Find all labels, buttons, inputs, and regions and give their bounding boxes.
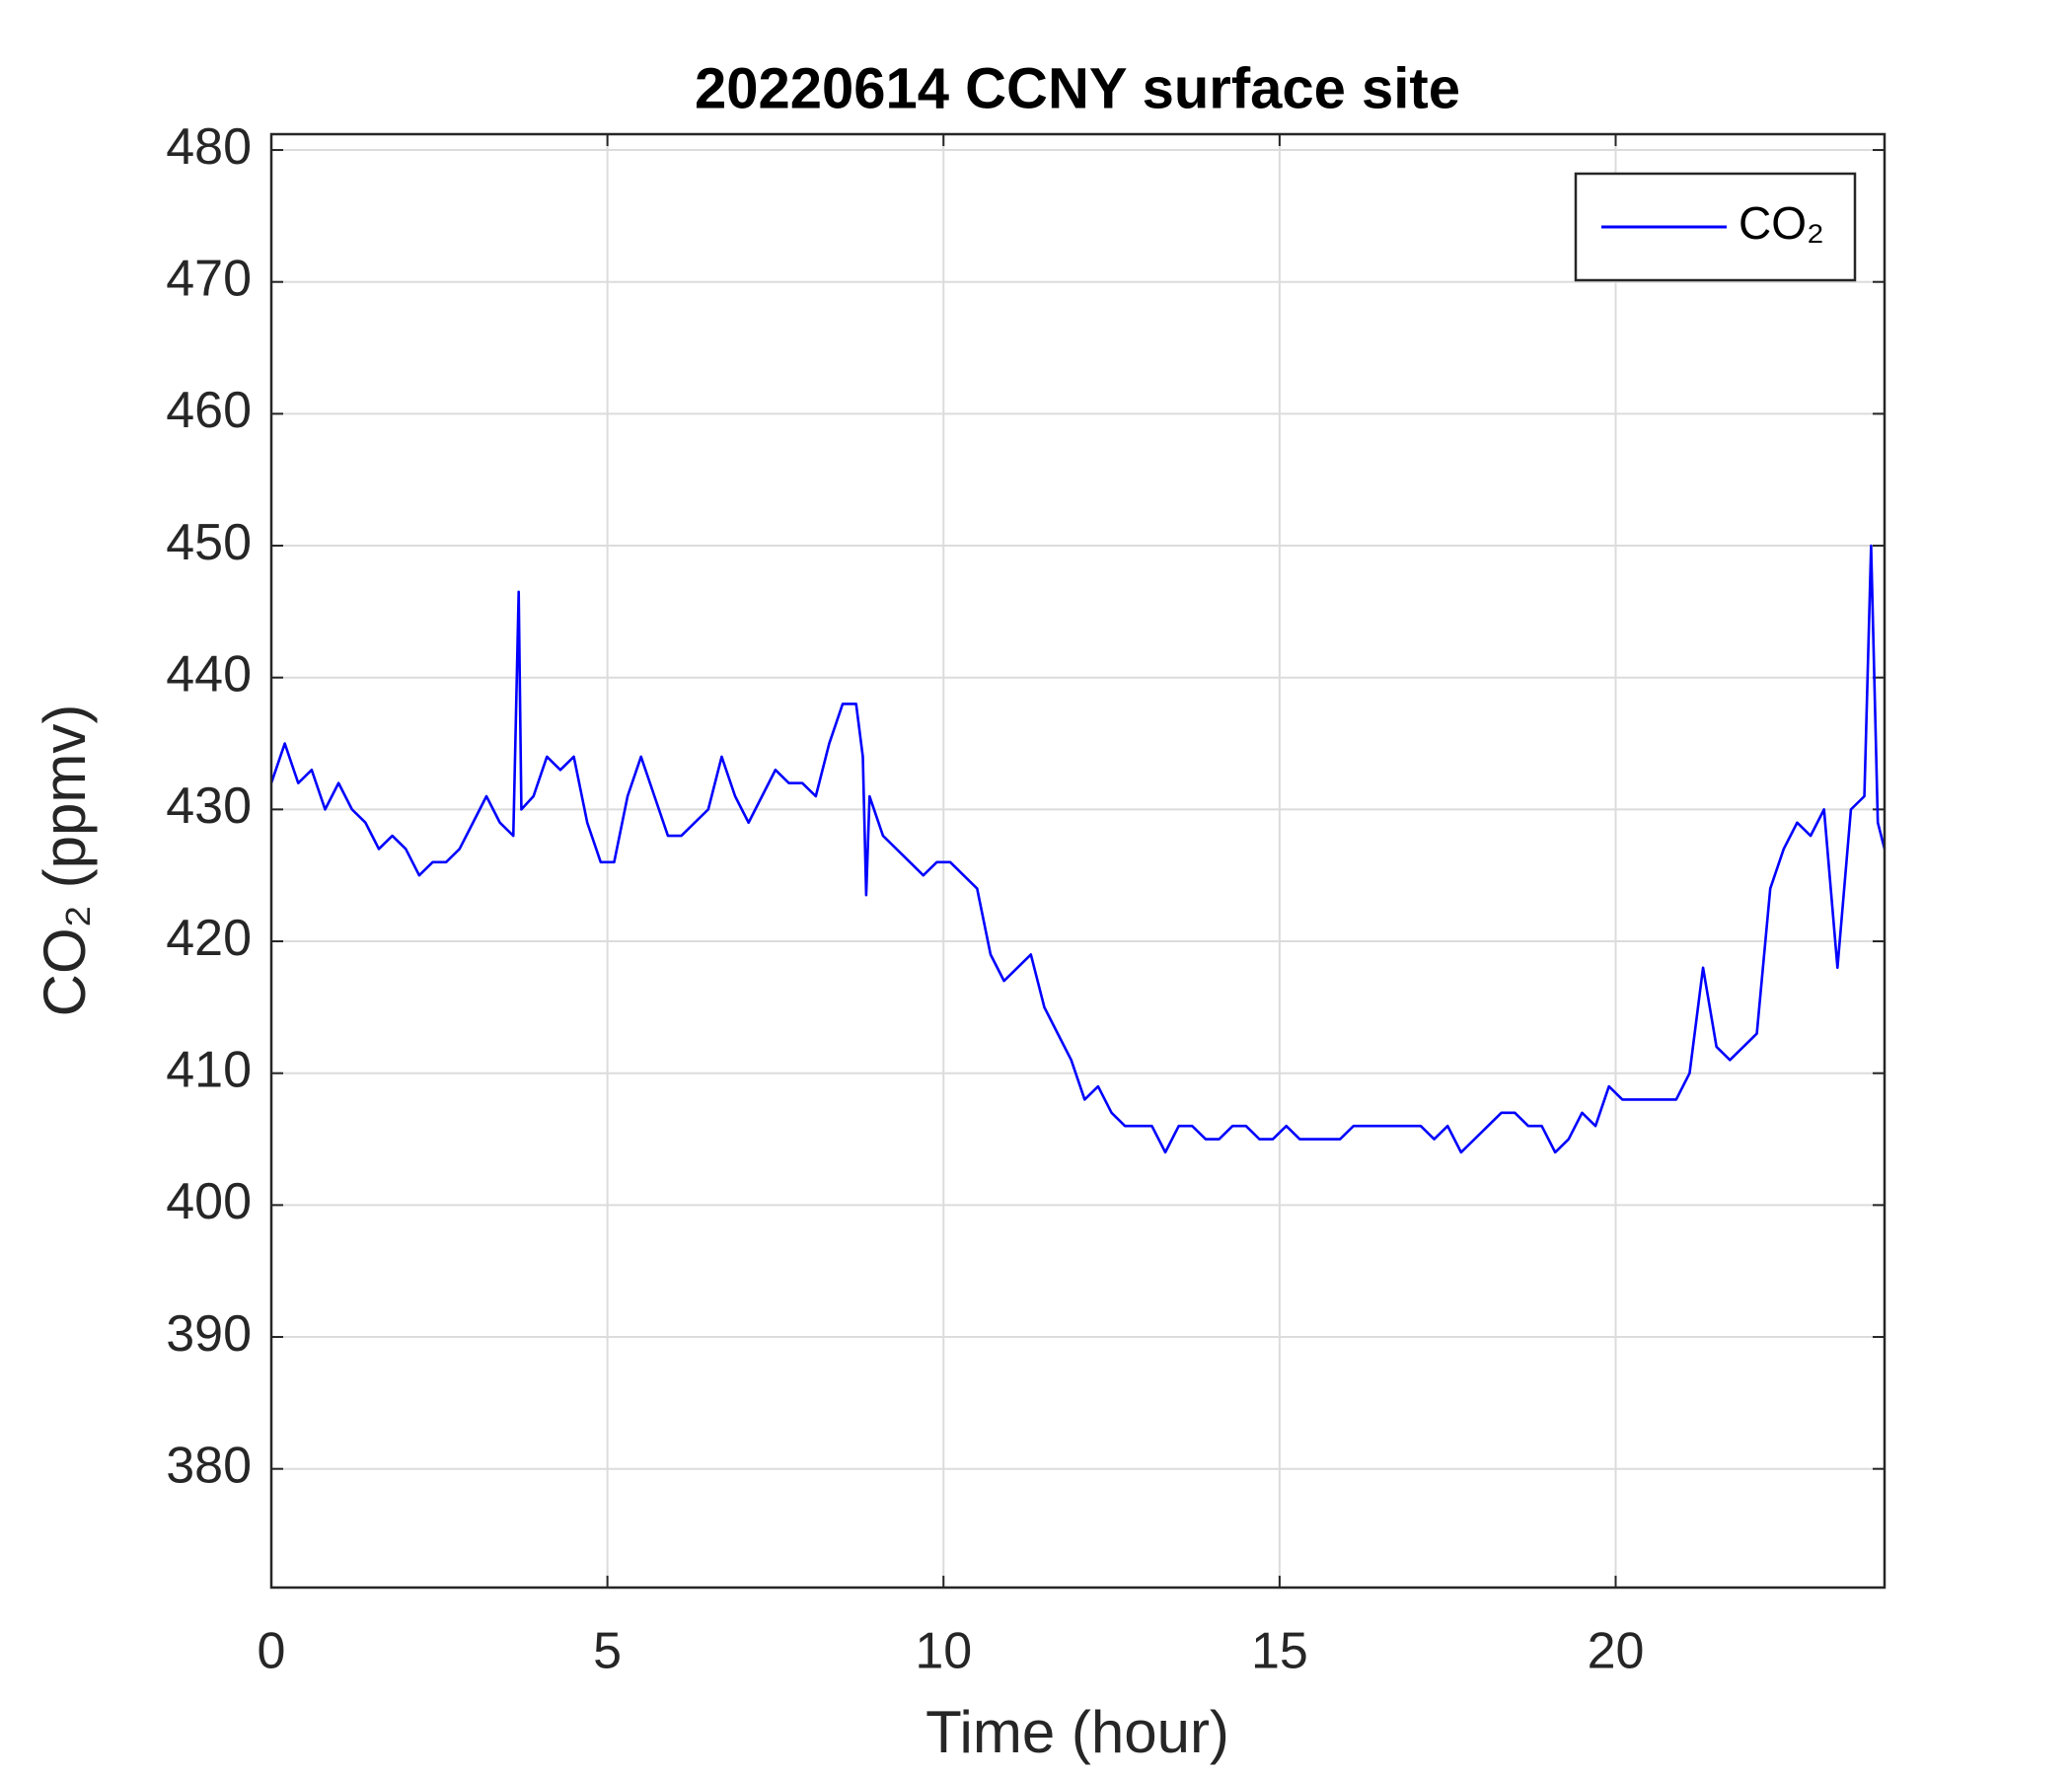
legend-label: CO₂: [1739, 197, 1824, 249]
x-tick-label: 20: [1588, 1623, 1645, 1680]
data-line: [269, 544, 1887, 1154]
y-tick-label: 460: [166, 382, 252, 439]
x-tick-label: 0: [258, 1623, 286, 1680]
y-tick-label: 450: [166, 514, 252, 571]
y-tick-label: 470: [166, 250, 252, 307]
plot-frame: [269, 132, 1887, 1590]
x-axis-label: Time (hour): [925, 1699, 1229, 1765]
y-tick-label: 400: [166, 1173, 252, 1230]
y-tick-label: 410: [166, 1041, 252, 1098]
y-axis-label: CO₂ (ppmv): [32, 704, 98, 1017]
chart-title: 20220614 CCNY surface site: [695, 56, 1460, 120]
y-tick-label: 390: [166, 1305, 252, 1363]
y-tick-label: 380: [166, 1437, 252, 1494]
plot-area: [271, 134, 1885, 1588]
x-tick-label: 15: [1251, 1623, 1308, 1680]
y-tick-label: 420: [166, 910, 252, 967]
y-tick-label: 480: [166, 118, 252, 176]
x-tick-label: 5: [593, 1623, 622, 1680]
y-tick-label: 430: [166, 777, 252, 835]
y-tick-label: 440: [166, 645, 252, 703]
x-tick-label: 10: [915, 1623, 972, 1680]
